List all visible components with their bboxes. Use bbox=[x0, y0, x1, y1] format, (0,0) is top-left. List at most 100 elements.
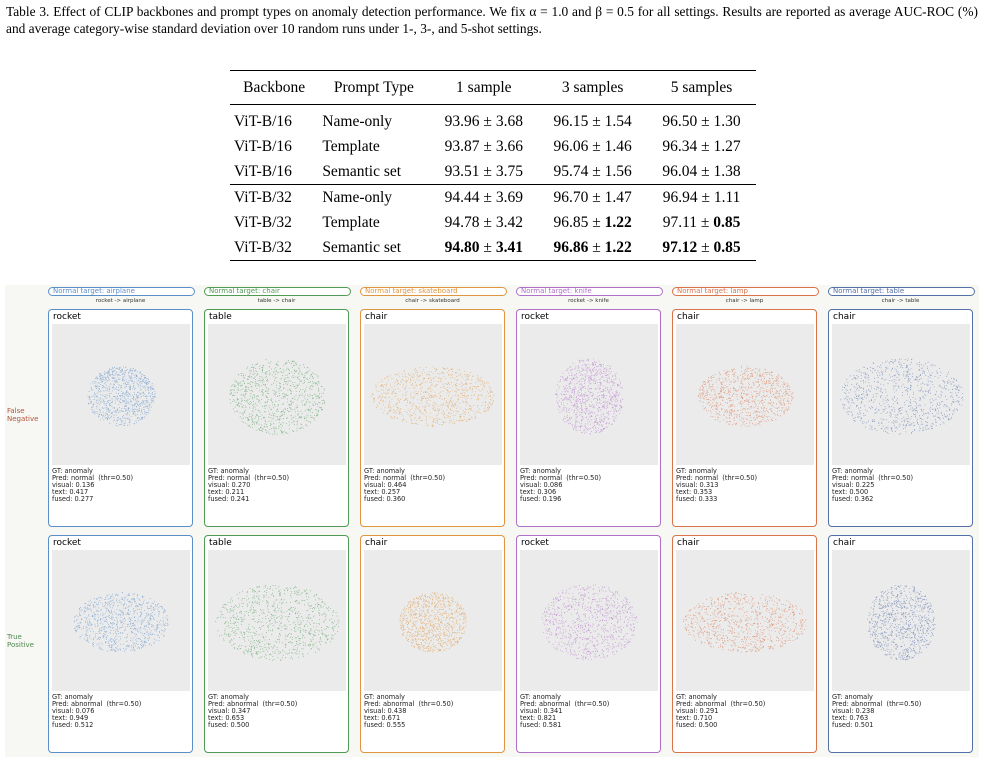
pair-label: chair -> skateboard bbox=[405, 298, 460, 304]
mean: 96.04 bbox=[662, 162, 698, 180]
info-line: Pred: abnormal (thr=0.50) bbox=[676, 700, 766, 708]
point-cloud-svg bbox=[683, 592, 807, 653]
pair-label: rocket -> airplane bbox=[95, 298, 146, 304]
prompt-cell: Template bbox=[322, 213, 380, 231]
info-line: visual: 0.313 bbox=[676, 481, 719, 489]
result-cell: 96.06 ± 1.46 bbox=[538, 134, 647, 159]
info-line: visual: 0.076 bbox=[52, 707, 95, 715]
info-line: visual: 0.464 bbox=[364, 481, 407, 489]
result-cell: 95.74 ± 1.56 bbox=[538, 159, 647, 185]
table-row: ViT-B/32 Semantic set 94.80 ± 3.41 96.86 ± … bbox=[230, 235, 756, 261]
mean: 96.50 bbox=[662, 112, 698, 130]
point-cloud bbox=[555, 358, 624, 435]
info-line: GT: anomaly bbox=[52, 693, 93, 701]
backbone-cell: ViT-B/16 bbox=[234, 162, 292, 180]
panel-label: table bbox=[209, 538, 232, 548]
point-cloud-svg bbox=[555, 358, 624, 435]
mean: 97.11 bbox=[662, 213, 697, 231]
mean: 97.12 bbox=[662, 238, 698, 256]
info-line: Pred: abnormal (thr=0.50) bbox=[52, 700, 142, 708]
pm: ± bbox=[483, 137, 492, 155]
panel-label: chair bbox=[833, 538, 856, 548]
info-line: Pred: abnormal (thr=0.50) bbox=[832, 700, 922, 708]
point-cloud-view bbox=[832, 550, 970, 691]
info-line: fused: 0.512 bbox=[52, 721, 94, 729]
info-line: text: 0.417 bbox=[52, 488, 89, 496]
pm: ± bbox=[592, 137, 601, 155]
pm: ± bbox=[701, 137, 710, 155]
info-line: fused: 0.277 bbox=[52, 495, 94, 503]
info-line: text: 0.353 bbox=[676, 488, 713, 496]
info-line: GT: anomaly bbox=[520, 693, 561, 701]
point-cloud-svg bbox=[399, 592, 467, 653]
info-line: fused: 0.500 bbox=[676, 721, 718, 729]
point-cloud bbox=[229, 359, 325, 435]
target-label: Normal target: chair bbox=[204, 287, 351, 296]
result-cell: 93.51 ± 3.75 bbox=[429, 159, 538, 185]
point-cloud bbox=[73, 592, 169, 652]
row-label: False Negative bbox=[7, 407, 39, 423]
panel: chair GT: anomaly Pred: abnormal (thr=0.50… bbox=[360, 535, 505, 753]
info-line: GT: anomaly bbox=[832, 467, 873, 475]
panel-label: rocket bbox=[53, 312, 81, 322]
mean: 96.85 bbox=[553, 213, 589, 231]
pm: ± bbox=[592, 162, 601, 180]
info-line: visual: 0.347 bbox=[208, 707, 251, 715]
pm: ± bbox=[701, 188, 710, 206]
info-line: GT: anomaly bbox=[364, 467, 405, 475]
caption: Table 3. Effect of CLIP backbones and pr… bbox=[6, 4, 978, 36]
prompt-cell: Semantic set bbox=[322, 238, 402, 256]
pm: ± bbox=[701, 238, 710, 256]
info-line: visual: 0.270 bbox=[208, 481, 251, 489]
info-line: text: 0.763 bbox=[832, 714, 869, 722]
info-line: fused: 0.333 bbox=[676, 495, 718, 503]
point-cloud bbox=[840, 358, 964, 435]
mean: 94.78 bbox=[444, 213, 480, 231]
pm: ± bbox=[483, 162, 492, 180]
info-line: Pred: abnormal (thr=0.50) bbox=[520, 700, 610, 708]
info-line: visual: 0.291 bbox=[676, 707, 719, 715]
info-line: Pred: abnormal (thr=0.50) bbox=[364, 700, 454, 708]
info-line: fused: 0.196 bbox=[520, 495, 562, 503]
pm: ± bbox=[592, 238, 601, 256]
mean: 95.74 bbox=[553, 162, 589, 180]
info-line: fused: 0.501 bbox=[832, 721, 874, 729]
info-line: GT: anomaly bbox=[520, 467, 561, 475]
backbone-cell: ViT-B/16 bbox=[234, 137, 292, 155]
point-cloud bbox=[87, 366, 156, 427]
info-line: text: 0.821 bbox=[520, 714, 557, 722]
info-line: fused: 0.360 bbox=[364, 495, 406, 503]
point-cloud-view bbox=[52, 324, 190, 465]
info-line: fused: 0.241 bbox=[208, 495, 250, 503]
info-line: GT: anomaly bbox=[208, 467, 249, 475]
std: 1.47 bbox=[604, 188, 632, 206]
point-cloud-view bbox=[676, 550, 814, 691]
panel-label: chair bbox=[365, 538, 388, 548]
point-cloud-svg bbox=[371, 366, 495, 427]
pm: ± bbox=[483, 112, 492, 130]
point-cloud-view bbox=[208, 324, 346, 465]
info-line: fused: 0.555 bbox=[364, 721, 406, 729]
result-cell: 96.86 ± 1.22 bbox=[538, 235, 647, 261]
info-line: text: 0.949 bbox=[52, 714, 89, 722]
panel: chair GT: anomaly Pred: normal (thr=0.50) v… bbox=[360, 309, 505, 527]
result-cell: 94.78 ± 3.42 bbox=[429, 210, 538, 235]
panel-label: rocket bbox=[521, 538, 549, 548]
pm: ± bbox=[700, 213, 710, 231]
point-cloud bbox=[683, 592, 807, 653]
pm: ± bbox=[483, 188, 492, 206]
result-cell: 97.12 ± 0.85 bbox=[647, 235, 756, 261]
pm: ± bbox=[592, 213, 601, 231]
std: 3.66 bbox=[495, 137, 523, 155]
std: 1.22 bbox=[604, 238, 632, 256]
info-line: GT: anomaly bbox=[52, 467, 93, 475]
table-row: ViT-B/16 Name-only 93.96 ± 3.68 96.15 ± 1.5… bbox=[230, 105, 756, 135]
point-cloud bbox=[399, 592, 467, 653]
info-line: fused: 0.581 bbox=[520, 721, 562, 729]
pair-label: chair -> lamp bbox=[725, 298, 764, 304]
point-cloud-view bbox=[520, 324, 658, 465]
mean: 96.15 bbox=[553, 112, 589, 130]
info-line: visual: 0.086 bbox=[520, 481, 563, 489]
point-cloud-view bbox=[832, 324, 970, 465]
panel-label: rocket bbox=[521, 312, 549, 322]
